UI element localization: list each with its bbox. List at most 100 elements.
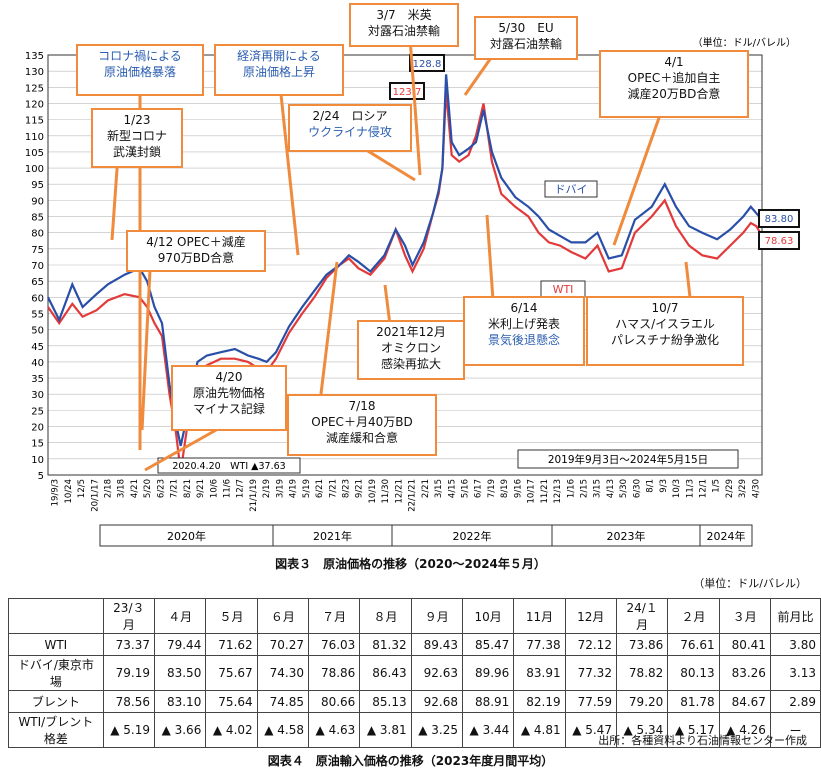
table-header-cell: ９月 [410, 598, 463, 634]
x-tick-label: 11/6 [223, 479, 233, 498]
table-row: ドバイ/東京市場 79.19 83.50 75.67 74.30 78.86 86.43 92… [8, 655, 821, 691]
table-header-cell: ５月 [205, 598, 258, 634]
table-cell: 81.78 [667, 690, 720, 713]
import-price-table: 23/３月 ４月 ５月 ６月 ７月 ８月 ９月 10月 11月 12月 24/１月 ２月 ３月 前月比 WT… [8, 598, 821, 748]
callout-line: 経済再開による [237, 49, 321, 63]
table-cell: 72.12 [564, 633, 617, 656]
callout-pointer [110, 154, 120, 241]
callout-a11: 10/7 ハマス/イスラエル パレスチナ紛争激化 [586, 296, 744, 366]
callout-a4: 5/30 EU 対露石油禁輸 [474, 16, 578, 60]
callout-line: 2021年12月 [376, 325, 446, 339]
table-cell: 83.10 [153, 690, 207, 713]
table-cell: 80.13 [667, 655, 720, 691]
callout-line: 武漢封鎖 [112, 145, 161, 159]
callout-line: 原油先物価格 [192, 386, 265, 400]
peak-box-dubai [409, 54, 445, 72]
y-tick-label: 20 [31, 423, 44, 434]
y-tick-label: 85 [31, 213, 44, 224]
neg-note: 2020.4.20 WTI ▲37.63 [172, 461, 285, 472]
x-tick-label: 20/1/17 [90, 479, 100, 512]
table-cell: 74.85 [256, 690, 309, 713]
y-tick-label: 135 [25, 51, 44, 62]
table-cell: 78.86 [307, 655, 361, 691]
y-tick-label: 110 [25, 132, 44, 143]
x-tick-label: 5/19 [302, 479, 312, 498]
table-cell: 82.19 [513, 690, 566, 713]
table-header-cell: 10月 [461, 598, 515, 634]
legend-wti: WTI [553, 283, 574, 296]
x-tick-label: 12/13 [553, 479, 563, 504]
table-cell: 3.80 [769, 633, 821, 656]
x-tick-label: 2/19 [262, 479, 272, 498]
y-tick-label: 30 [31, 390, 44, 401]
table-cell: ▲ 5.17 [667, 712, 720, 748]
y-tick-label: 50 [31, 326, 44, 337]
y-tick-label: 105 [25, 148, 44, 159]
plot-frame [47, 54, 763, 476]
table-cell: 77.32 [564, 655, 617, 691]
y-tick-label: 10 [31, 455, 44, 466]
table-cell: ブレント [8, 690, 104, 713]
callout-a8: 4/12 OPEC＋減産 970万BD合意 [126, 230, 266, 272]
x-tick-label: 6/23 [156, 479, 166, 498]
last-box-wti [758, 231, 800, 250]
table-header-cell: 12月 [564, 598, 617, 634]
table-cell: 78.56 [102, 690, 156, 713]
callout-line: ウクライナ侵攻 [308, 125, 392, 139]
table-cell: 71.62 [205, 633, 258, 656]
table-cell: 89.96 [461, 655, 515, 691]
x-tick-label: 10/3 [672, 479, 682, 498]
callout-line: 減産20万BD合意 [627, 87, 721, 101]
table-cell: 77.38 [513, 633, 566, 656]
callout-a2: 経済再開による 原油価格上昇 [214, 44, 344, 96]
x-tick-label: 10/19 [368, 479, 378, 504]
x-tick-label: 6/17 [474, 479, 484, 498]
table-cell: 79.20 [615, 690, 669, 713]
table-cell: 83.50 [153, 655, 207, 691]
table-cell: ドバイ/東京市場 [8, 655, 104, 691]
year-label: 2024年 [707, 529, 746, 543]
table-cell: 81.32 [359, 633, 412, 656]
x-tick-label: 4/19 [289, 479, 299, 498]
chart-unit: （単位：ドル/バレル） [693, 36, 796, 49]
callout-a12: 4/20 原油先物価格 マイナス記録 [171, 365, 287, 431]
callout-a3: 3/7 米英 対露石油禁輸 [349, 3, 459, 47]
x-tick-label: 12/7 [236, 479, 246, 498]
callout-line: 減産緩和合意 [325, 431, 398, 445]
x-tick-label: 1/5 [712, 479, 722, 493]
callout-pointer [144, 423, 226, 472]
table-header-cell: 前月比 [769, 598, 821, 634]
table-cell: 3.13 [769, 655, 821, 691]
table-cell: 86.43 [359, 655, 412, 691]
y-tick-label: 90 [31, 196, 44, 207]
x-tick-label: 3/19 [275, 479, 285, 498]
table-cell: WTI [8, 633, 104, 656]
y-tick-label: 80 [31, 229, 44, 240]
x-tick-label: 22/1/21 [408, 479, 418, 512]
x-tick-label: 2/15 [580, 479, 590, 498]
chart-title: 図表３ 原油価格の推移（2020〜2024年５月） [275, 557, 546, 571]
table-header-cell: ３月 [718, 598, 771, 634]
callout-line: パレスチナ紛争激化 [610, 333, 719, 347]
table-header-cell: ７月 [307, 598, 361, 634]
callout-line: 1/23 [123, 113, 151, 127]
table-cell: 79.44 [153, 633, 207, 656]
x-tick-label: 10/6 [209, 479, 219, 498]
table-cell: ▲ 4.26 [718, 712, 771, 748]
y-tick-label: 115 [25, 116, 44, 127]
table-cell: ▲ 5.47 [564, 712, 617, 748]
y-tick-label: 25 [31, 406, 44, 417]
x-tick-label: 9/16 [513, 479, 523, 498]
y-tick-label: 15 [31, 439, 44, 450]
period-label: 2019年9月3日〜2024年5月15日 [548, 453, 708, 466]
x-tick-label: 5/30 [619, 479, 629, 498]
callout-pointer [612, 114, 662, 246]
callout-line: 10/7 [651, 301, 679, 315]
last-value-dubai: 83.80 [765, 214, 794, 225]
table-cell: 88.91 [461, 690, 515, 713]
table-cell: ▲ 4.63 [307, 712, 361, 748]
y-tick-label: 75 [31, 245, 44, 256]
period-box [517, 449, 739, 469]
table-cell: 80.41 [718, 633, 771, 656]
table-cell: 70.27 [256, 633, 309, 656]
